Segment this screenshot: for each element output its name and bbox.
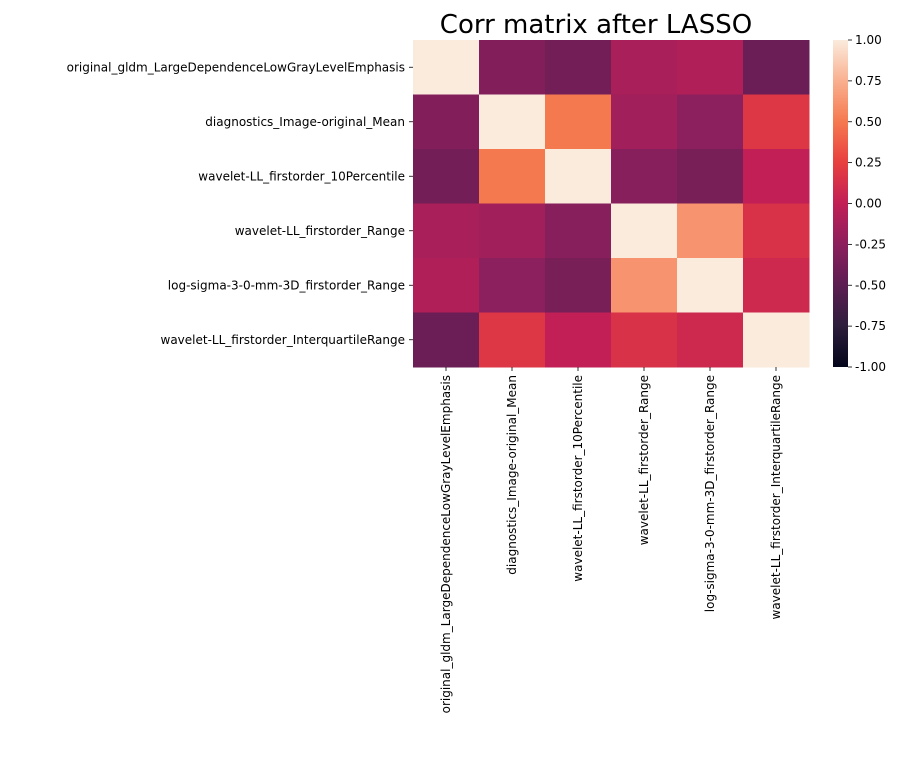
heatmap-cell <box>413 149 480 204</box>
colorbar-tick-label: 0.25 <box>855 156 882 170</box>
x-tick-label: original_gldm_LargeDependenceLowGrayLeve… <box>439 375 453 713</box>
heatmap-cell <box>413 40 480 95</box>
y-tick-label: diagnostics_Image-original_Mean <box>205 115 405 129</box>
heatmap-cell <box>545 94 612 150</box>
heatmap-cell <box>413 94 480 150</box>
heatmap-cell <box>611 203 678 259</box>
heatmap-cell <box>743 40 810 95</box>
colorbar-ticks: -1.00 -0.75 -0.50 -0.25 0.00 0.25 0.50 0.75 1.00 <box>848 33 886 374</box>
heatmap-cell <box>413 312 480 368</box>
heatmap-cell <box>479 40 546 95</box>
x-tick-label: wavelet-LL_firstorder_InterquartileRange <box>769 375 783 619</box>
heatmap-cell <box>545 40 612 95</box>
x-tick-labels: original_gldm_LargeDependenceLowGrayLeve… <box>439 367 783 713</box>
heatmap-cell <box>479 149 546 204</box>
heatmap-cell <box>611 40 678 95</box>
heatmap-cell <box>413 203 480 259</box>
heatmap-cell <box>611 149 678 204</box>
heatmap-cell <box>677 40 744 95</box>
x-tick-label: diagnostics_Image-original_Mean <box>505 375 519 575</box>
x-tick-label: log-sigma-3-0-mm-3D_firstorder_Range <box>703 375 717 612</box>
heatmap-cell <box>545 258 612 313</box>
colorbar-tick-label: 1.00 <box>855 33 882 47</box>
heatmap-cell <box>743 94 810 150</box>
heatmap-cell <box>677 94 744 150</box>
heatmap-cell <box>545 312 612 368</box>
colorbar <box>833 40 848 367</box>
heatmap-cell <box>743 258 810 313</box>
heatmap-cell <box>479 203 546 259</box>
colorbar-tick-label: -0.75 <box>855 319 886 333</box>
heatmap-cell <box>677 203 744 259</box>
colorbar-tick-label: 0.75 <box>855 74 882 88</box>
y-tick-label: log-sigma-3-0-mm-3D_firstorder_Range <box>168 278 405 292</box>
heatmap-cell <box>677 312 744 368</box>
chart-title: Corr matrix after LASSO <box>440 10 752 40</box>
heatmap-cell <box>743 312 810 368</box>
x-tick-label: wavelet-LL_firstorder_Range <box>637 375 651 545</box>
heatmap-cell <box>479 258 546 313</box>
x-tick-label: wavelet-LL_firstorder_10Percentile <box>571 375 585 582</box>
heatmap-cell <box>677 149 744 204</box>
colorbar-tick-label: 0.50 <box>855 115 882 129</box>
heatmap-cell <box>545 149 612 204</box>
colorbar-tick-label: -0.50 <box>855 278 886 292</box>
heatmap-cell <box>677 258 744 313</box>
y-tick-label: wavelet-LL_firstorder_10Percentile <box>198 169 405 183</box>
heatmap-cell <box>611 312 678 368</box>
y-tick-label: original_gldm_LargeDependenceLowGrayLeve… <box>67 60 405 74</box>
colorbar-tick-label: -0.25 <box>855 237 886 251</box>
heatmap-cell <box>479 94 546 150</box>
heatmap-cells <box>413 40 810 368</box>
heatmap-cell <box>545 203 612 259</box>
heatmap-cell <box>611 94 678 150</box>
colorbar-tick-label: -1.00 <box>855 360 886 374</box>
heatmap-cell <box>479 312 546 368</box>
y-tick-labels: original_gldm_LargeDependenceLowGrayLeve… <box>67 60 413 347</box>
colorbar-tick-label: 0.00 <box>855 197 882 211</box>
heatmap-cell <box>413 258 480 313</box>
y-tick-label: wavelet-LL_firstorder_Range <box>235 224 405 238</box>
heatmap-cell <box>743 203 810 259</box>
heatmap-cell <box>611 258 678 313</box>
y-tick-label: wavelet-LL_firstorder_InterquartileRange <box>161 333 405 347</box>
heatmap-cell <box>743 149 810 204</box>
